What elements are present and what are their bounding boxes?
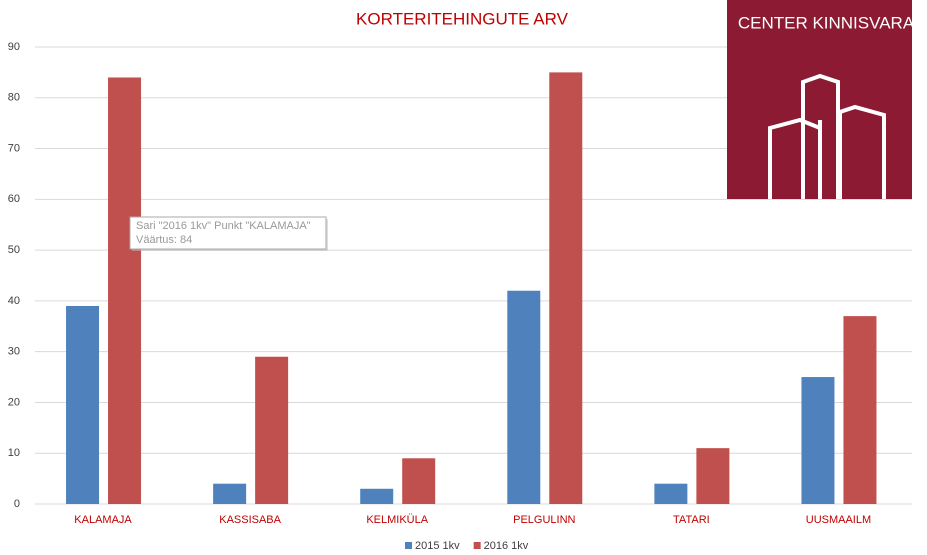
bar: [108, 77, 142, 504]
bar: [549, 72, 583, 504]
legend-swatch: [473, 542, 481, 549]
bar: [696, 448, 730, 504]
logo-text: CENTER KINNISVARA: [738, 13, 915, 32]
y-tick-label: 10: [8, 447, 20, 459]
x-tick-label: KELMIKÜLA: [366, 514, 428, 526]
legend-swatch: [405, 542, 412, 549]
bar: [213, 483, 247, 504]
tooltip-line: Sari "2016 1kv" Punkt "KALAMAJA": [136, 220, 311, 232]
bar: [654, 483, 688, 504]
bar: [843, 316, 877, 504]
legend-label: 2015 1kv: [415, 540, 460, 552]
legend-label: 2016 1kv: [484, 540, 529, 552]
tooltip: Sari "2016 1kv" Punkt "KALAMAJA" Väärtus…: [129, 216, 328, 251]
y-tick-label: 90: [8, 41, 20, 53]
y-tick-label: 80: [8, 92, 20, 104]
tooltip-line: Väärtus: 84: [136, 234, 192, 246]
bar: [66, 305, 100, 504]
y-tick-label: 0: [14, 498, 20, 510]
y-tick-label: 50: [8, 244, 20, 256]
bar: [507, 290, 541, 504]
y-tick-label: 20: [8, 396, 20, 408]
x-tick-label: KALAMAJA: [74, 514, 132, 526]
logo: CENTER KINNISVARA: [727, 0, 915, 199]
bar: [360, 488, 394, 504]
y-tick-label: 60: [8, 193, 20, 205]
y-tick-label: 40: [8, 295, 20, 307]
logo-icon: [768, 73, 886, 199]
x-tick-label: TATARI: [673, 514, 710, 526]
chart-title: KORTERITEHINGUTE ARV: [356, 9, 569, 28]
bar: [255, 356, 289, 504]
x-tick-label: KASSISABA: [219, 514, 281, 526]
y-tick-label: 30: [8, 346, 20, 358]
bar: [402, 458, 436, 504]
y-tick-label: 70: [8, 142, 20, 154]
x-tick-label: PELGULINN: [513, 514, 575, 526]
bar: [801, 377, 835, 504]
x-tick-label: UUSMAAILM: [806, 514, 871, 526]
